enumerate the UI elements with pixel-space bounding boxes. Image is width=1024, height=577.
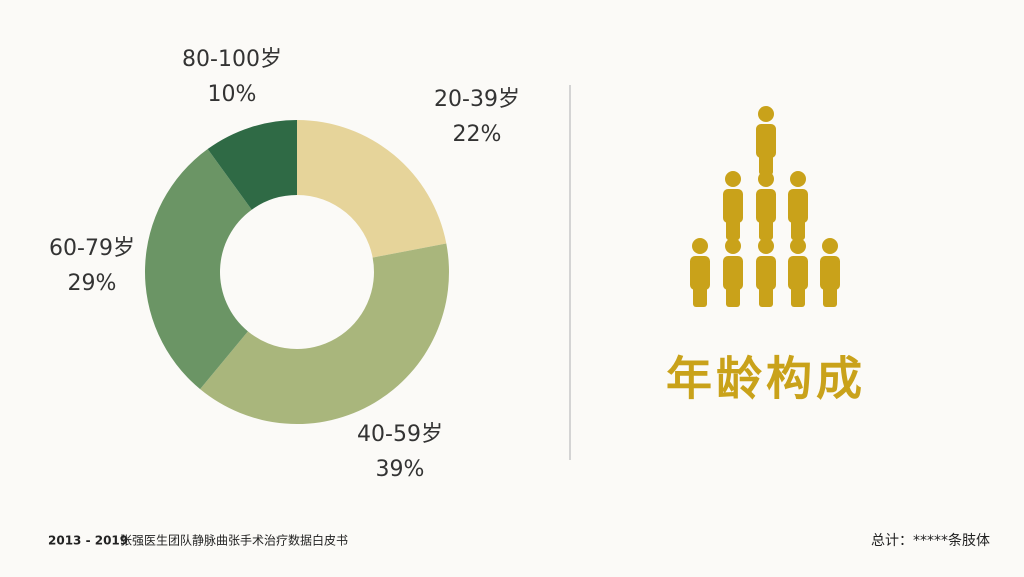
segment-label: 80-100岁 <box>182 47 282 72</box>
segment-label: 60-79岁 <box>49 236 135 261</box>
segment-label: 20-39岁 <box>434 87 520 112</box>
donut-segment <box>145 149 252 390</box>
value-label: 39% <box>376 457 425 482</box>
donut-segment <box>207 120 297 210</box>
donut-segment <box>200 243 449 424</box>
value-label: 29% <box>68 271 117 296</box>
chart-title: 年龄构成 <box>666 352 866 406</box>
value-label: 10% <box>208 82 257 107</box>
footer-total: 总计：*****条肢体 <box>871 532 990 549</box>
footer-source: 张强医生团队静脉曲张手术治疗数据白皮书 <box>120 533 348 548</box>
footer-years: 2013 - 2019 <box>48 534 128 548</box>
segment-label: 40-59岁 <box>357 422 443 447</box>
value-label: 22% <box>453 122 502 147</box>
donut-segment <box>297 120 447 258</box>
